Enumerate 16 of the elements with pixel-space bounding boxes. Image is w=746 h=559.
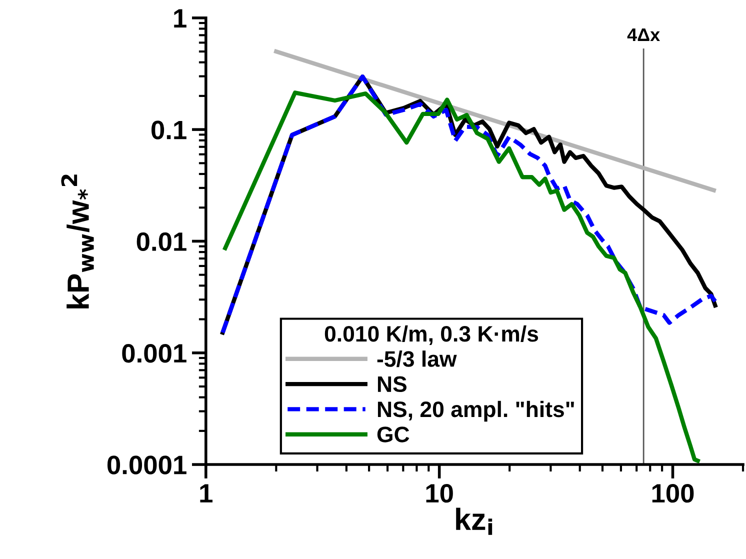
legend-title: 0.010 K/m, 0.3 K·m/s (324, 325, 538, 345)
legend-label: -5/3 law (377, 350, 457, 368)
legend-label: NS (378, 376, 406, 392)
y-tick-label: 0.01 (136, 232, 186, 252)
legend-label: NS, 20 ampl. "hits" (378, 400, 574, 422)
y-tick-label: 0.001 (122, 344, 186, 363)
y-axis-title: kP$_{ww}$/w$_{*}$$^{2}$ (61, 174, 94, 308)
y-tick-label: 0.0001 (107, 456, 186, 474)
y-tick-label: 0.1 (152, 120, 186, 140)
x-tick-label: 100 (652, 484, 694, 503)
x-tick-label: 1 (200, 484, 212, 502)
legend-label: GC (377, 426, 410, 442)
x-tick-label: 10 (426, 484, 453, 503)
y-tick-label: 1 (174, 9, 186, 28)
ref-line-label: 4Δx (627, 28, 660, 41)
x-axis-title: kz$_{i}$ (456, 508, 492, 535)
